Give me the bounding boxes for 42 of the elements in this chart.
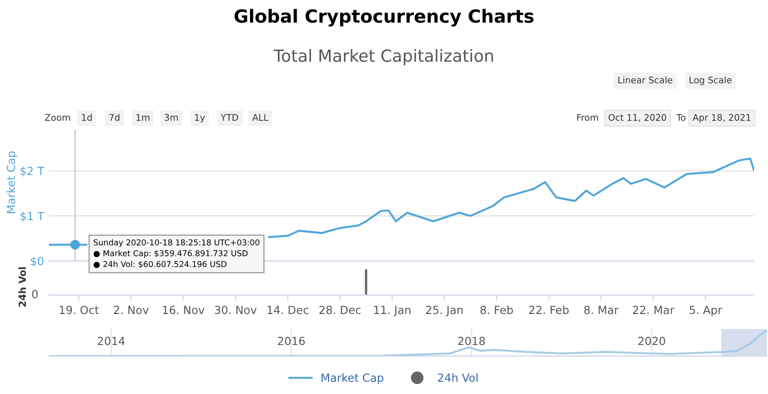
text: 7d bbox=[109, 114, 120, 121]
x-tick-label: 16. Nov bbox=[163, 306, 204, 314]
text: Linear Scale bbox=[618, 76, 672, 84]
x-tick-label: 25. Jan bbox=[426, 306, 463, 316]
x-tick-label: 2018 bbox=[458, 336, 485, 346]
text: 1y bbox=[195, 114, 205, 123]
x-tick-label: 2. Nov bbox=[114, 306, 149, 314]
text: To bbox=[676, 114, 686, 121]
text: 3m bbox=[164, 114, 178, 121]
text: Log Scale bbox=[690, 76, 732, 86]
x-tick-label: 2014 bbox=[98, 336, 125, 346]
x-tick-label: 30. Nov bbox=[214, 306, 257, 314]
y-axis-title: 24h Vol bbox=[18, 267, 26, 307]
x-tick-label: 22. Mar bbox=[633, 306, 674, 314]
text: 1d bbox=[82, 114, 92, 121]
text: Zoom bbox=[44, 114, 70, 121]
text: Oct 11, 2020 bbox=[608, 114, 666, 122]
y-tick-label: $1 T bbox=[20, 212, 44, 222]
text: 1m bbox=[136, 114, 150, 121]
text: YTD bbox=[220, 114, 238, 121]
x-tick-label: 8. Feb bbox=[480, 306, 513, 314]
y-axis-title: Market Cap bbox=[6, 151, 18, 214]
chart-title: Global Cryptocurrency Charts bbox=[234, 8, 534, 27]
x-tick-label: 2020 bbox=[638, 336, 666, 346]
x-tick-label: 8. Mar bbox=[584, 306, 619, 314]
legend-label: 24h Vol bbox=[438, 373, 478, 382]
x-tick-label: 22. Feb bbox=[529, 306, 569, 314]
x-tick-label: 11. Jan bbox=[374, 306, 410, 316]
y-tick-label: $0 bbox=[30, 256, 44, 267]
chart-subtitle: Total Market Capitalization bbox=[274, 49, 493, 66]
x-tick-label: 19. Oct bbox=[60, 306, 99, 314]
text: From bbox=[577, 114, 598, 121]
x-tick-label: 28. Dec bbox=[319, 306, 361, 314]
text: ALL bbox=[252, 114, 268, 121]
x-tick-label: 14. Dec bbox=[268, 306, 308, 314]
text: Apr 18, 2021 bbox=[692, 114, 750, 123]
x-tick-label: 2016 bbox=[278, 336, 305, 346]
x-tick-label: 5. Apr bbox=[690, 306, 722, 316]
annotation: Sunday 2020-10-18 18:25:18 UTC+03:00 ● Market Cap: $359.476.891.732 USD ● 24h Vol: $60.607.524.196 USD bbox=[94, 239, 260, 268]
legend-label: Market Cap bbox=[322, 373, 384, 384]
text: 0 bbox=[32, 290, 38, 298]
y-tick-label: $2 T bbox=[20, 166, 44, 177]
